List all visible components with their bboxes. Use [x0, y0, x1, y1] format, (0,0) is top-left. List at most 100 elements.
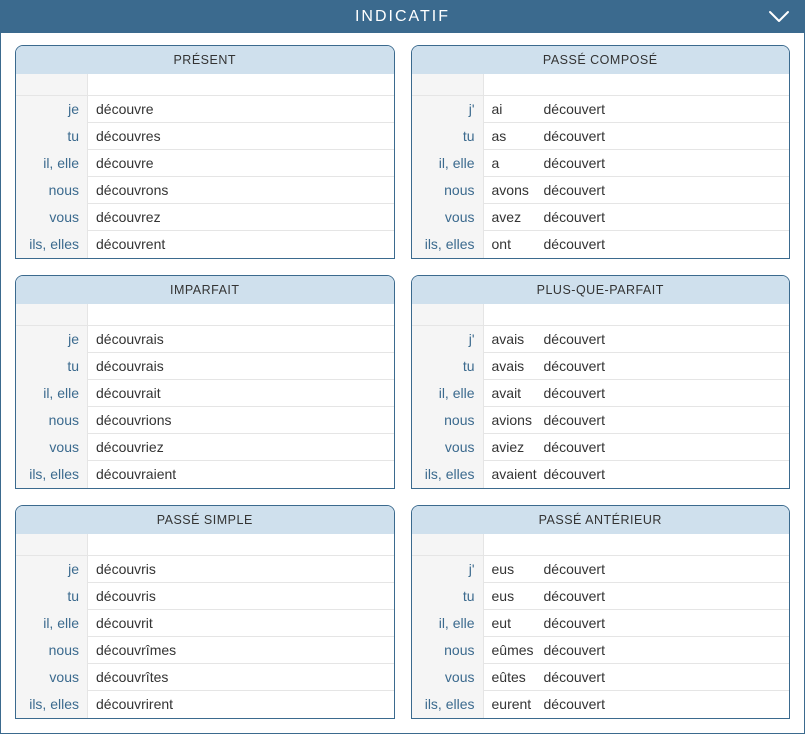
participle-cell: découvert [540, 177, 790, 204]
verb-cell: découvres [88, 123, 394, 150]
tense-header: IMPARFAIT [16, 276, 394, 304]
chevron-down-icon [768, 10, 790, 24]
tense-header: PRÉSENT [16, 46, 394, 74]
pronoun-cell: j' [412, 96, 484, 123]
tense-box: PASSÉ SIMPLE jedécouvristudécouvrisil, el… [15, 505, 395, 719]
pronoun-cell: ils, elles [16, 691, 88, 718]
tense-box: IMPARFAITjedécouvraistudécouvraisil, ell… [15, 275, 395, 489]
participle-cell: découvert [540, 583, 790, 610]
pronoun-cell: nous [412, 177, 484, 204]
verb-cell: découvriez [88, 434, 394, 461]
tense-header: PASSÉ COMPOSÉ [412, 46, 790, 74]
verb-cell: découvrîtes [88, 664, 394, 691]
conjugation-panel: INDICATIF PRÉSENTjedécouvretudécouvresil… [0, 0, 805, 734]
verb-cell: découvrions [88, 407, 394, 434]
participle-cell: découvert [540, 353, 790, 380]
pronoun-cell: tu [16, 123, 88, 150]
mood-header[interactable]: INDICATIF [1, 1, 804, 33]
spacer-row [412, 304, 790, 326]
conjugation-row: jedécouvris [16, 556, 394, 583]
verb-cell: découvrirent [88, 691, 394, 718]
participle-cell: découvert [540, 691, 790, 718]
conjugation-row: il, elledécouvrit [16, 610, 394, 637]
auxiliary-cell: a [484, 150, 540, 177]
pronoun-column-spacer [16, 74, 88, 95]
verb-cell: découvrais [88, 326, 394, 353]
conjugation-row: nousdécouvrîmes [16, 637, 394, 664]
conjugation-row: il, elleeutdécouvert [412, 610, 790, 637]
verb-cell: découvrait [88, 380, 394, 407]
participle-cell: découvert [540, 123, 790, 150]
auxiliary-cell: eûtes [484, 664, 540, 691]
auxiliary-cell: ai [484, 96, 540, 123]
pronoun-cell: je [16, 96, 88, 123]
conjugation-row: ils, ellesdécouvrirent [16, 691, 394, 718]
verb-cell: découvrez [88, 204, 394, 231]
pronoun-cell: nous [412, 637, 484, 664]
pronoun-cell: il, elle [16, 610, 88, 637]
conjugation-row: tuavaisdécouvert [412, 353, 790, 380]
pronoun-cell: ils, elles [412, 691, 484, 718]
pronoun-cell: ils, elles [412, 231, 484, 258]
pronoun-cell: il, elle [16, 380, 88, 407]
pronoun-cell: vous [412, 204, 484, 231]
verb-cell: découvrais [88, 353, 394, 380]
participle-cell: découvert [540, 204, 790, 231]
participle-cell: découvert [540, 96, 790, 123]
participle-cell: découvert [540, 380, 790, 407]
pronoun-cell: tu [412, 583, 484, 610]
conjugation-row: vousaviezdécouvert [412, 434, 790, 461]
conjugation-row: vousavezdécouvert [412, 204, 790, 231]
pronoun-column-spacer [412, 74, 484, 95]
tense-header: PASSÉ SIMPLE [16, 506, 394, 534]
verb-cell: découvris [88, 556, 394, 583]
auxiliary-cell: avais [484, 326, 540, 353]
conjugation-row: il, elledécouvre [16, 150, 394, 177]
pronoun-column-spacer [16, 304, 88, 325]
conjugation-row: il, elleadécouvert [412, 150, 790, 177]
verb-cell: découvraient [88, 461, 394, 488]
conjugation-row: j'aidécouvert [412, 96, 790, 123]
verb-cell: découvris [88, 583, 394, 610]
pronoun-cell: vous [412, 664, 484, 691]
conjugation-row: vousdécouvriez [16, 434, 394, 461]
pronoun-cell: nous [16, 637, 88, 664]
auxiliary-cell: eut [484, 610, 540, 637]
pronoun-cell: nous [412, 407, 484, 434]
participle-cell: découvert [540, 326, 790, 353]
tense-grid: PRÉSENTjedécouvretudécouvresil, elledéco… [1, 33, 804, 733]
conjugation-row: jedécouvrais [16, 326, 394, 353]
auxiliary-cell: ont [484, 231, 540, 258]
verb-cell: découvrit [88, 610, 394, 637]
auxiliary-cell: avaient [484, 461, 540, 488]
auxiliary-cell: avait [484, 380, 540, 407]
conjugation-row: nousdécouvrons [16, 177, 394, 204]
auxiliary-cell: avons [484, 177, 540, 204]
conjugation-row: tudécouvris [16, 583, 394, 610]
tense-box: PLUS-QUE-PARFAITj'avaisdécouverttuavaisd… [411, 275, 791, 489]
conjugation-row: j'avaisdécouvert [412, 326, 790, 353]
conjugation-row: il, elledécouvrait [16, 380, 394, 407]
spacer-row [412, 534, 790, 556]
pronoun-cell: ils, elles [412, 461, 484, 488]
verb-cell: découvre [88, 96, 394, 123]
pronoun-cell: ils, elles [16, 231, 88, 258]
pronoun-cell: vous [16, 204, 88, 231]
auxiliary-cell: aviez [484, 434, 540, 461]
conjugation-row: il, elleavaitdécouvert [412, 380, 790, 407]
spacer-row [16, 304, 394, 326]
auxiliary-cell: eurent [484, 691, 540, 718]
participle-cell: découvert [540, 610, 790, 637]
tense-header: PLUS-QUE-PARFAIT [412, 276, 790, 304]
pronoun-cell: tu [412, 353, 484, 380]
conjugation-row: ils, ellesavaientdécouvert [412, 461, 790, 488]
pronoun-cell: vous [16, 664, 88, 691]
pronoun-cell: nous [16, 177, 88, 204]
participle-cell: découvert [540, 664, 790, 691]
participle-cell: découvert [540, 461, 790, 488]
pronoun-cell: ils, elles [16, 461, 88, 488]
pronoun-cell: tu [412, 123, 484, 150]
pronoun-cell: il, elle [412, 610, 484, 637]
conjugation-row: tudécouvres [16, 123, 394, 150]
tense-box: PRÉSENT jedécouvretudécouvresil, elledéco… [15, 45, 395, 259]
